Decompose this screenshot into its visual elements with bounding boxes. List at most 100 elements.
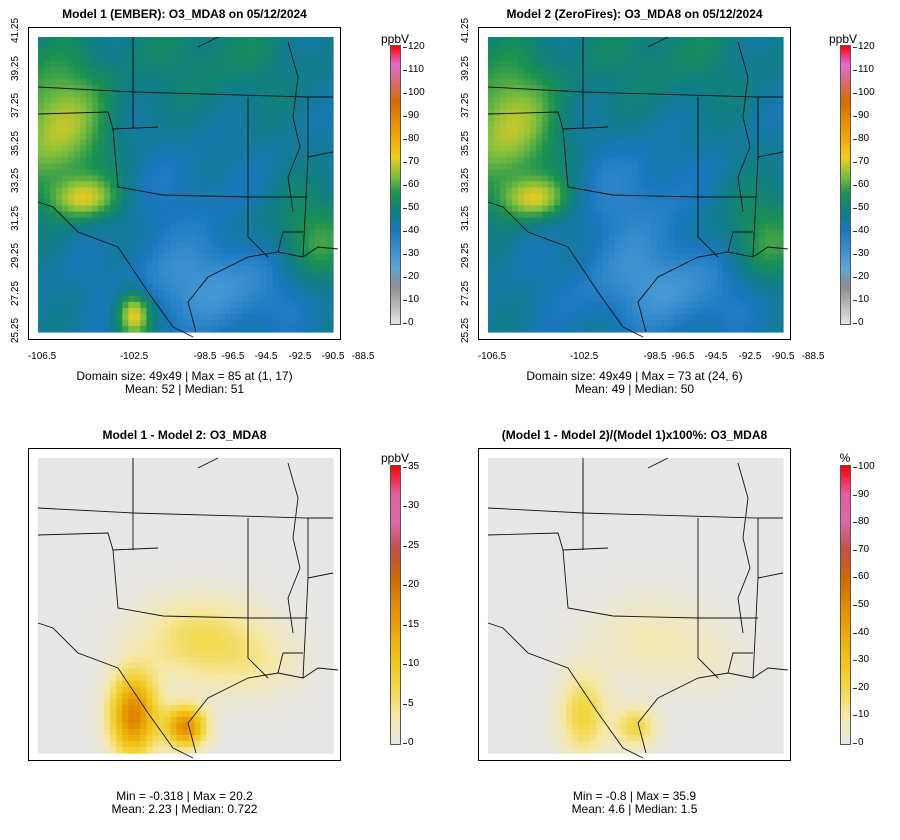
heatmap-cell xyxy=(734,67,742,74)
heatmap-cell xyxy=(134,103,141,110)
heatmap-cell xyxy=(626,319,634,327)
heatmap-cell xyxy=(200,187,208,195)
heatmap-cell xyxy=(740,37,748,44)
heatmap-cell xyxy=(674,289,682,297)
heatmap-cell xyxy=(248,229,256,237)
heatmap-cell xyxy=(110,319,117,327)
heatmap-cell xyxy=(98,91,105,98)
heatmap-cell xyxy=(260,247,268,255)
boundary-line xyxy=(737,41,751,213)
heatmap-cell xyxy=(206,163,214,171)
heatmap-cell xyxy=(620,109,628,116)
heatmap-cell xyxy=(230,235,238,243)
heatmap-cell xyxy=(188,295,196,303)
heatmap-cell xyxy=(38,97,45,104)
heatmap-cell xyxy=(326,115,334,122)
heatmap-cell xyxy=(608,319,616,327)
heatmap-cell xyxy=(566,229,573,237)
heatmap-cell xyxy=(326,157,334,165)
heatmap-cell xyxy=(194,229,202,237)
heatmap-cell xyxy=(524,187,531,195)
heatmap-cell xyxy=(218,277,226,285)
heatmap-cell xyxy=(206,295,214,303)
heatmap-cell xyxy=(668,271,676,279)
heatmap-cell xyxy=(710,103,718,110)
colorbar-tick-label: 40 xyxy=(402,225,420,236)
heatmap-cell xyxy=(746,205,754,213)
heatmap-cell xyxy=(302,79,310,86)
heatmap-cell xyxy=(698,319,706,327)
heatmap-cell xyxy=(182,163,190,171)
heatmap-cell xyxy=(488,61,495,68)
heatmap-cell xyxy=(758,319,766,327)
heatmap-cell xyxy=(50,211,57,219)
heatmap-cell xyxy=(662,115,670,122)
heatmap-cell xyxy=(104,97,111,104)
heatmap-cell xyxy=(644,187,652,195)
heatmap-cell xyxy=(80,307,87,315)
heatmap-cell xyxy=(278,55,286,62)
heatmap-cell xyxy=(236,271,244,279)
heatmap-cell xyxy=(320,61,328,68)
heatmap-cell xyxy=(674,115,682,122)
heatmap-cell xyxy=(236,151,244,159)
heatmap-cell xyxy=(278,127,286,134)
heatmap-cell xyxy=(596,301,603,309)
heatmap-cell xyxy=(38,145,45,152)
heatmap-cell xyxy=(620,199,628,207)
heatmap-cell xyxy=(86,157,93,165)
heatmap-cell xyxy=(242,187,250,195)
heatmap-cell xyxy=(140,169,147,177)
heatmap-cell xyxy=(734,151,742,159)
heatmap-cell xyxy=(200,169,208,177)
heatmap-cell xyxy=(80,464,87,471)
heatmap-cell xyxy=(548,313,555,321)
heatmap-cell xyxy=(740,121,748,128)
heatmap-cell xyxy=(104,464,111,471)
heatmap-cell xyxy=(698,115,706,122)
heatmap-cell xyxy=(158,283,166,291)
heatmap-cell xyxy=(686,265,694,273)
heatmap-cell xyxy=(218,289,226,297)
heatmap-cell xyxy=(146,37,153,44)
heatmap-cell xyxy=(62,277,69,285)
heatmap-cell xyxy=(698,175,706,183)
heatmap-cell xyxy=(512,133,519,140)
heatmap-cell xyxy=(494,133,501,140)
heatmap-cell xyxy=(524,121,531,128)
heatmap-cell xyxy=(182,79,190,86)
heatmap-cell xyxy=(92,211,99,219)
heatmap-cell xyxy=(740,133,748,140)
heatmap-cell xyxy=(554,295,561,303)
heatmap-cell xyxy=(182,61,190,68)
heatmap-cell xyxy=(266,139,274,146)
heatmap-cell xyxy=(494,169,501,177)
heatmap-cell xyxy=(242,211,250,219)
heatmap-cell xyxy=(674,79,682,86)
heatmap-cell xyxy=(320,187,328,195)
heatmap-cell xyxy=(74,85,81,92)
heatmap-cell xyxy=(320,169,328,177)
heatmap-cell xyxy=(296,199,304,207)
heatmap-cell xyxy=(602,199,610,207)
heatmap-cell xyxy=(590,79,597,86)
heatmap-cell xyxy=(134,265,141,273)
heatmap-cell xyxy=(488,277,495,285)
heatmap-cell xyxy=(290,307,298,315)
heatmap-cell xyxy=(248,187,256,195)
heatmap-cell xyxy=(296,187,304,195)
heatmap-cell xyxy=(68,313,75,321)
heatmap-cell xyxy=(518,169,525,177)
heatmap-cell xyxy=(206,181,214,189)
heatmap-cell xyxy=(746,295,754,303)
heatmap-cell xyxy=(134,307,141,315)
heatmap-cell xyxy=(614,157,622,165)
heatmap-cell xyxy=(596,109,603,116)
heatmap-cell xyxy=(44,229,51,237)
heatmap-cell xyxy=(758,277,766,285)
heatmap-cell xyxy=(560,211,567,219)
heatmap-cell xyxy=(674,61,682,68)
heatmap-cell xyxy=(284,85,292,92)
heatmap-cell xyxy=(680,229,688,237)
heatmap-cell xyxy=(716,151,724,159)
